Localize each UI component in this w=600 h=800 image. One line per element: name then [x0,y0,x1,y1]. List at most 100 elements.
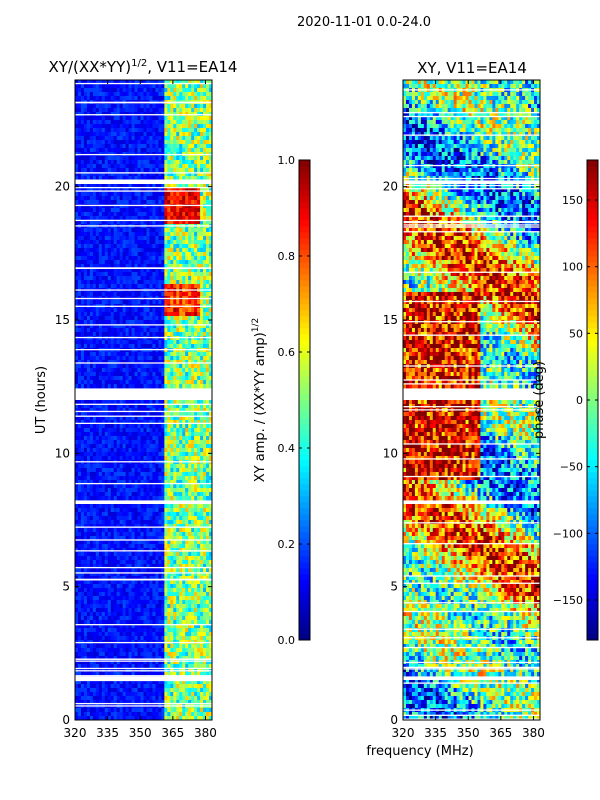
heatmap-cell [209,424,213,429]
heatmap-cell [116,512,121,517]
heatmap-cell [137,268,141,273]
heatmap-cell [101,268,106,273]
heatmap-cell [155,444,159,449]
heatmap-cell [176,508,180,513]
heatmap-cell [119,256,124,261]
heatmap-cell [86,136,91,141]
heatmap-cell [155,488,159,493]
heatmap-cell [155,428,159,433]
heatmap-cell [167,264,171,269]
heatmap-cell [170,236,174,241]
heatmap-cell [131,204,135,209]
heatmap-cell [113,456,118,461]
heatmap-cell [128,488,132,493]
heatmap-cell [191,476,195,481]
heatmap-cell [86,516,91,521]
heatmap-cell [149,324,153,329]
heatmap-cell [209,376,213,381]
heatmap-cell [197,172,201,177]
heatmap-cell [155,268,159,273]
heatmap-cell [152,432,156,437]
heatmap-cell [164,244,168,249]
heatmap-cell [101,308,106,313]
heatmap-cell [197,276,201,281]
heatmap-cell [203,104,207,109]
heatmap-cell [149,244,153,249]
heatmap-cell [77,492,82,497]
heatmap-cell [209,200,213,205]
heatmap-cell [206,452,210,457]
heatmap-cell [107,164,112,169]
heatmap-cell [104,532,109,537]
heatmap-cell [194,512,198,517]
heatmap-cell [143,248,147,253]
heatmap-cell [116,532,121,537]
heatmap-cell [131,472,135,477]
heatmap-cell [179,272,183,277]
heatmap-cell [206,340,210,345]
heatmap-cell [125,276,130,281]
heatmap-cell [164,420,168,425]
heatmap-cell [161,424,165,429]
heatmap-cell [203,344,207,349]
heatmap-cell [83,284,88,289]
heatmap-cell [173,244,177,249]
amplitude-heatmap [75,80,213,721]
heatmap-cell [122,208,127,213]
heatmap-cell [158,456,162,461]
heatmap-cell [203,192,207,197]
heatmap-cell [143,412,147,417]
heatmap-cell [167,120,171,125]
heatmap-cell [128,528,132,533]
heatmap-cell [113,168,118,173]
heatmap-cell [170,272,174,277]
heatmap-cell [98,344,103,349]
heatmap-cell [119,208,124,213]
heatmap-cell [122,400,127,405]
heatmap-cell [98,240,103,245]
heatmap-cell [137,228,141,233]
heatmap-cell [203,200,207,205]
heatmap-cell [206,220,210,225]
heatmap-cell [197,148,201,153]
heatmap-cell [155,508,159,513]
heatmap-cell [119,148,124,153]
heatmap-cell [122,292,127,297]
heatmap-cell [101,360,106,365]
heatmap-cell [101,168,106,173]
heatmap-cell [140,144,144,149]
heatmap-cell [164,104,168,109]
heatmap-cell [185,464,189,469]
heatmap-cell [116,256,121,261]
heatmap-cell [116,176,121,181]
heatmap-cell [128,220,132,225]
heatmap-cell [95,272,100,277]
heatmap-cell [83,444,88,449]
heatmap-cell [206,136,210,141]
heatmap-cell [197,432,201,437]
heatmap-cell [197,268,201,273]
heatmap-cell [140,524,144,529]
heatmap-cell [104,472,109,477]
heatmap-cell [185,408,189,413]
heatmap-cell [176,452,180,457]
heatmap-cell [134,372,138,377]
heatmap-cell [122,384,127,389]
heatmap-cell [140,96,144,101]
heatmap-cell [191,84,195,89]
heatmap-cell [134,244,138,249]
heatmap-cell [167,208,171,213]
heatmap-cell [161,196,165,201]
heatmap-cell [95,532,100,537]
heatmap-cell [152,448,156,453]
heatmap-cell [176,268,180,273]
heatmap-cell [89,120,94,125]
heatmap-cell [125,156,130,161]
heatmap-cell [110,416,115,421]
heatmap-cell [152,360,156,365]
heatmap-cell [131,212,135,217]
heatmap-cell [140,360,144,365]
heatmap-cell [89,480,94,485]
heatmap-cell [149,376,153,381]
heatmap-cell [75,156,79,161]
